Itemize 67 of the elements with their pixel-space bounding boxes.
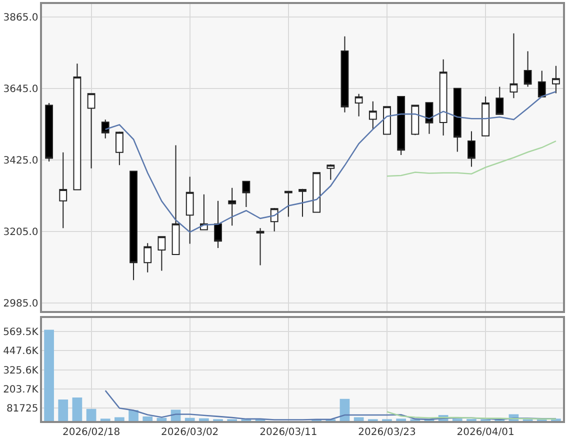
candlestick — [552, 65, 560, 94]
bar — [354, 417, 364, 421]
candlestick — [228, 187, 236, 226]
bar — [142, 416, 153, 421]
candlestick — [453, 88, 462, 152]
line-series — [386, 411, 557, 420]
candlestick — [354, 93, 363, 117]
candlestick — [101, 119, 110, 139]
candlestick — [439, 58, 448, 136]
y-tick-label: 2985.0 — [3, 298, 38, 310]
candlestick — [326, 164, 335, 180]
candlestick — [186, 176, 194, 244]
bar — [184, 418, 195, 421]
candlestick — [45, 102, 53, 162]
candlestick — [524, 50, 532, 88]
candlestick — [510, 32, 518, 99]
candlestick — [172, 144, 180, 255]
x-tick-label: 2026/03/23 — [358, 426, 416, 438]
bar — [44, 330, 54, 421]
candlestick — [298, 188, 306, 218]
candlestick — [242, 180, 250, 208]
line-series — [104, 390, 557, 420]
bar — [156, 418, 167, 421]
y-tick-label: 325.6K — [3, 365, 39, 376]
candlestick — [256, 228, 264, 266]
candlestick — [214, 200, 222, 248]
candlestick — [496, 86, 504, 115]
candlestick — [284, 190, 292, 218]
y-tick-label: 3425.0 — [3, 155, 38, 166]
x-tick-label: 2026/02/18 — [62, 426, 120, 438]
candlestick — [383, 106, 391, 135]
y-tick-label: 3865.0 — [3, 12, 38, 24]
y-tick-label: 3205.0 — [3, 226, 38, 238]
x-tick-label: 2026/03/11 — [260, 426, 318, 438]
candlestick — [411, 104, 420, 136]
y-tick-label: 569.5K — [3, 327, 39, 338]
candlestick — [340, 36, 349, 113]
candlestick — [368, 100, 377, 130]
bar — [72, 397, 82, 421]
y-tick-label: 3645.0 — [3, 84, 38, 95]
candlestick — [73, 63, 82, 190]
candlestick — [270, 208, 278, 232]
bar — [199, 418, 209, 421]
candlestick — [468, 130, 476, 168]
bar — [128, 410, 138, 421]
candlestick — [425, 102, 434, 134]
x-tick-label: 2026/03/02 — [161, 426, 219, 438]
y-tick-label: 203.7K — [3, 384, 39, 396]
candlestick — [130, 170, 138, 281]
candlestick — [482, 96, 490, 136]
x-tick-label: 2026/04/01 — [456, 426, 514, 438]
candlestick — [116, 131, 124, 166]
line-series — [386, 140, 557, 177]
candlestick — [59, 152, 68, 229]
bar — [340, 398, 350, 421]
y-tick-label: 447.6K — [3, 346, 39, 358]
bar — [86, 408, 96, 421]
candlestick — [312, 172, 321, 213]
line-series — [104, 90, 557, 233]
bar — [114, 417, 124, 421]
bar — [58, 399, 68, 421]
candlestick — [144, 242, 152, 273]
candlestick — [87, 93, 96, 169]
candlestick — [158, 236, 166, 272]
candlestick — [538, 70, 546, 98]
candlestick — [397, 96, 406, 156]
y-tick-label: 81725 — [6, 404, 38, 415]
